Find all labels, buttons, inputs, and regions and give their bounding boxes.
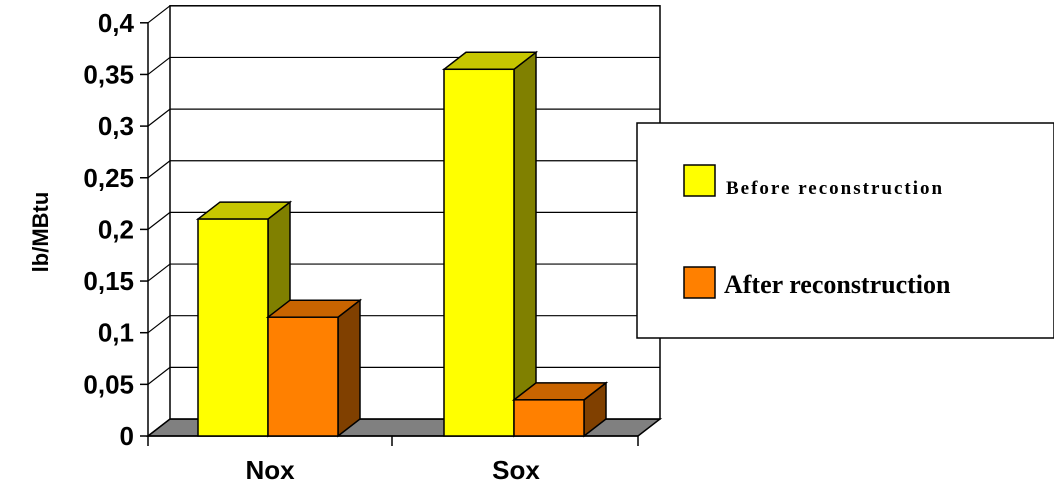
legend-box	[636, 122, 1054, 339]
bar-front-face	[443, 68, 515, 437]
legend-swatch	[683, 266, 716, 299]
gridline	[147, 5, 660, 24]
bar-front-face	[267, 316, 339, 437]
category-label-nox: Nox	[245, 455, 295, 485]
legend-swatch	[683, 164, 716, 197]
legend-label: Before reconstruction	[726, 178, 944, 199]
y-tick-label: 0,15	[83, 266, 134, 296]
bar-sox-before	[441, 50, 539, 438]
bar-nox-after	[265, 298, 363, 438]
y-tick-label: 0	[120, 421, 134, 451]
y-tick-label: 0,05	[83, 369, 134, 399]
bar-sox-after	[511, 381, 609, 438]
y-tick-label: 0,3	[98, 111, 134, 141]
bar-side-face	[337, 298, 361, 438]
legend: Before reconstruction After reconstructio…	[636, 122, 1054, 339]
bar-front-face	[513, 399, 585, 437]
y-tick-label: 0,2	[98, 214, 134, 244]
y-tick-label: 0,25	[83, 163, 134, 193]
y-tick-label: 0,35	[83, 59, 134, 89]
bar-side-face	[513, 50, 537, 438]
bar-front-face	[197, 218, 269, 437]
bars	[195, 50, 609, 438]
y-axis-label: lb/MBtu	[28, 192, 53, 273]
y-tick-label: 0,4	[98, 8, 135, 38]
category-label-sox: Sox	[492, 455, 540, 485]
y-tick-label: 0,1	[98, 318, 134, 348]
y-tick-labels: 0 0,05 0,1 0,15 0,2 0,25 0,3 0,35 0,4	[83, 8, 134, 451]
legend-label: After reconstruction	[724, 270, 951, 299]
category-labels: Nox Sox	[245, 455, 540, 485]
